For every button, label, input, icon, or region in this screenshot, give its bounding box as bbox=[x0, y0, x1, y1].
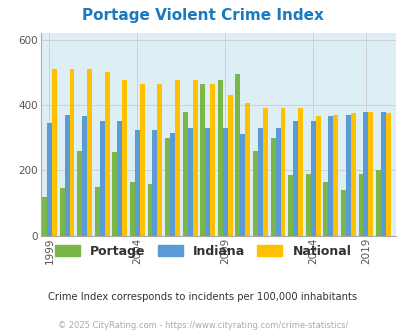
Bar bbox=[122, 81, 127, 236]
Bar bbox=[69, 69, 74, 236]
Bar bbox=[217, 81, 222, 236]
Bar bbox=[252, 151, 257, 236]
Bar bbox=[82, 116, 87, 236]
Bar bbox=[95, 187, 100, 236]
Bar bbox=[157, 84, 162, 236]
Bar bbox=[375, 171, 380, 236]
Bar bbox=[147, 183, 152, 236]
Bar bbox=[60, 188, 64, 236]
Bar bbox=[345, 115, 350, 236]
Bar bbox=[52, 69, 57, 236]
Bar bbox=[64, 115, 69, 236]
Bar bbox=[292, 121, 297, 236]
Bar bbox=[152, 130, 157, 236]
Bar bbox=[297, 108, 302, 236]
Bar bbox=[245, 103, 249, 236]
Bar bbox=[192, 81, 197, 236]
Bar bbox=[187, 128, 192, 236]
Bar bbox=[170, 133, 175, 236]
Bar bbox=[362, 112, 367, 236]
Bar bbox=[222, 128, 227, 236]
Bar bbox=[288, 175, 292, 236]
Bar bbox=[134, 130, 139, 236]
Text: Crime Index corresponds to incidents per 100,000 inhabitants: Crime Index corresponds to incidents per… bbox=[48, 292, 357, 302]
Bar bbox=[200, 84, 205, 236]
Bar bbox=[257, 128, 262, 236]
Bar bbox=[323, 182, 328, 236]
Bar bbox=[104, 72, 109, 236]
Bar bbox=[235, 74, 240, 236]
Bar bbox=[205, 128, 210, 236]
Bar bbox=[77, 151, 82, 236]
Bar bbox=[328, 116, 333, 236]
Bar bbox=[240, 135, 245, 236]
Bar bbox=[130, 182, 134, 236]
Bar bbox=[175, 81, 179, 236]
Bar bbox=[315, 116, 320, 236]
Bar bbox=[270, 138, 275, 236]
Bar bbox=[305, 174, 310, 236]
Bar bbox=[182, 112, 187, 236]
Text: Portage Violent Crime Index: Portage Violent Crime Index bbox=[82, 8, 323, 23]
Bar bbox=[87, 69, 92, 236]
Bar bbox=[340, 190, 345, 236]
Bar bbox=[262, 108, 267, 236]
Bar bbox=[100, 121, 104, 236]
Bar bbox=[350, 113, 355, 236]
Bar bbox=[227, 95, 232, 236]
Bar bbox=[310, 121, 315, 236]
Bar bbox=[139, 84, 145, 236]
Bar bbox=[117, 121, 122, 236]
Bar bbox=[280, 108, 285, 236]
Bar bbox=[42, 197, 47, 236]
Bar bbox=[112, 152, 117, 236]
Bar bbox=[380, 112, 385, 236]
Bar bbox=[333, 115, 337, 236]
Bar bbox=[165, 138, 170, 236]
Bar bbox=[385, 113, 390, 236]
Legend: Portage, Indiana, National: Portage, Indiana, National bbox=[49, 240, 356, 263]
Bar bbox=[275, 128, 280, 236]
Bar bbox=[358, 174, 362, 236]
Text: © 2025 CityRating.com - https://www.cityrating.com/crime-statistics/: © 2025 CityRating.com - https://www.city… bbox=[58, 321, 347, 330]
Bar bbox=[367, 112, 373, 236]
Bar bbox=[210, 84, 215, 236]
Bar bbox=[47, 123, 52, 236]
